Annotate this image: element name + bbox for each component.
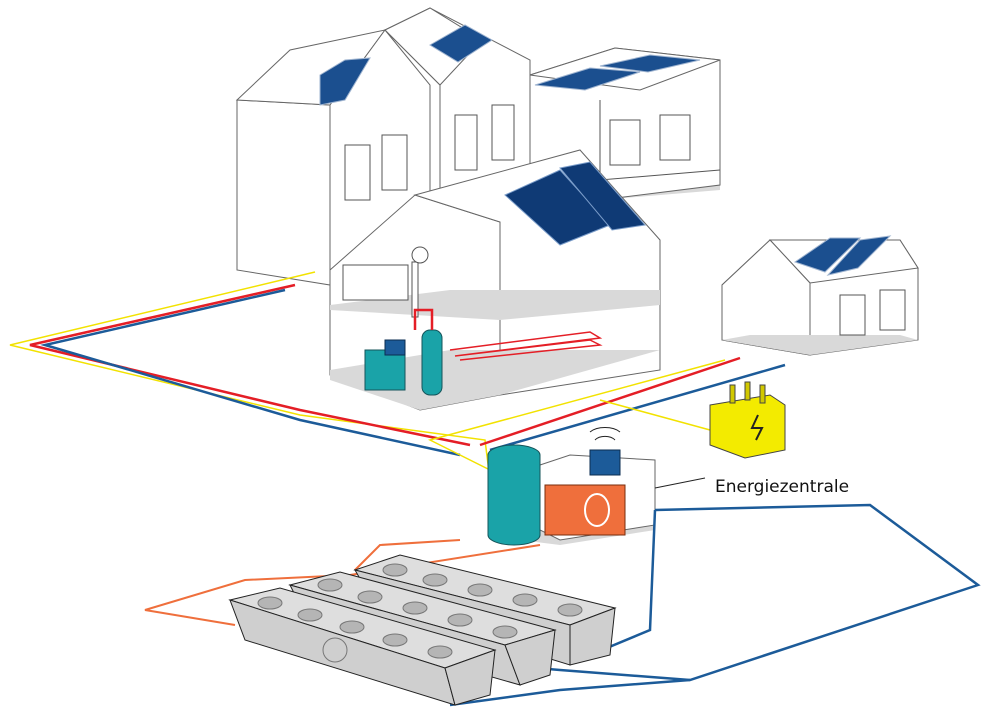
dry-coolers-part — [422, 573, 448, 587]
pipes-part — [599, 399, 711, 431]
dry-coolers-part — [467, 583, 493, 597]
dry-coolers-part — [357, 590, 383, 604]
dry-coolers-part — [512, 593, 538, 607]
house-back-right-part — [609, 119, 641, 166]
energy-center-part — [584, 493, 610, 527]
house-front-part — [411, 246, 429, 264]
energy-center-part — [487, 444, 541, 546]
dry-coolers-part — [427, 645, 453, 659]
house-back-left-part — [319, 57, 371, 106]
dry-coolers-part — [444, 649, 496, 706]
dry-coolers-part — [569, 607, 616, 666]
dry-coolers — [228, 554, 617, 706]
transformer-part — [709, 394, 786, 459]
dry-coolers-part — [297, 608, 323, 622]
dry-coolers-part — [492, 625, 518, 639]
transformer-part — [729, 384, 736, 404]
house-back-middle-part — [454, 114, 478, 171]
dry-coolers-part — [257, 596, 283, 610]
dry-coolers-part — [402, 601, 428, 615]
dry-coolers-part — [504, 629, 556, 686]
pipes-part — [427, 359, 726, 471]
house-small-right-part — [722, 335, 918, 355]
transformer-part — [750, 414, 764, 441]
dry-coolers-part — [382, 563, 408, 577]
transformer-part — [759, 384, 766, 404]
house-small-right-part — [826, 235, 892, 276]
energy-center-part — [589, 449, 621, 476]
house-front-part — [449, 331, 603, 361]
house-front-part — [342, 264, 409, 301]
house-small-right-part — [721, 239, 811, 356]
cooling-loop-part — [354, 539, 461, 571]
house-small-right — [721, 235, 919, 356]
transformer-part — [744, 381, 751, 401]
house-back-left-part — [344, 144, 371, 201]
house-back-right-part — [599, 54, 701, 73]
house-back-middle-part — [429, 24, 493, 63]
pipes-part — [489, 363, 786, 452]
dry-coolers-part — [322, 637, 348, 663]
pipes-part — [479, 356, 741, 447]
house-front — [329, 149, 661, 411]
house-small-right-part — [839, 294, 866, 336]
house-front-part — [384, 339, 406, 356]
house-back-left-part — [236, 99, 331, 286]
dry-coolers-part — [557, 603, 583, 617]
dry-coolers-part — [317, 578, 343, 592]
energy-center — [487, 427, 706, 546]
pipes-part — [29, 283, 471, 447]
house-small-right-part — [879, 289, 906, 331]
house-front-part — [413, 308, 434, 330]
house-front-part — [421, 329, 443, 396]
house-front-part — [330, 350, 660, 410]
dry-coolers-part — [447, 613, 473, 627]
pipes-part — [9, 271, 491, 481]
energy-center-part — [589, 427, 621, 441]
house-back-middle-part — [491, 104, 515, 161]
dry-coolers-part — [382, 633, 408, 647]
house-front-part — [364, 349, 406, 391]
house-back-right-part — [659, 114, 691, 161]
house-small-right-part — [793, 237, 862, 273]
pipes — [9, 271, 786, 481]
house-back-right-part — [534, 67, 641, 91]
cooling-loop-part — [449, 503, 981, 707]
transformer — [709, 381, 786, 459]
energy-center-part — [654, 477, 706, 489]
dry-coolers-part — [339, 620, 365, 634]
energy-center-label: Energiezentrale — [715, 477, 849, 497]
house-front-part — [559, 161, 646, 231]
house-back-left-part — [381, 134, 408, 191]
pipes-part — [40, 288, 461, 457]
